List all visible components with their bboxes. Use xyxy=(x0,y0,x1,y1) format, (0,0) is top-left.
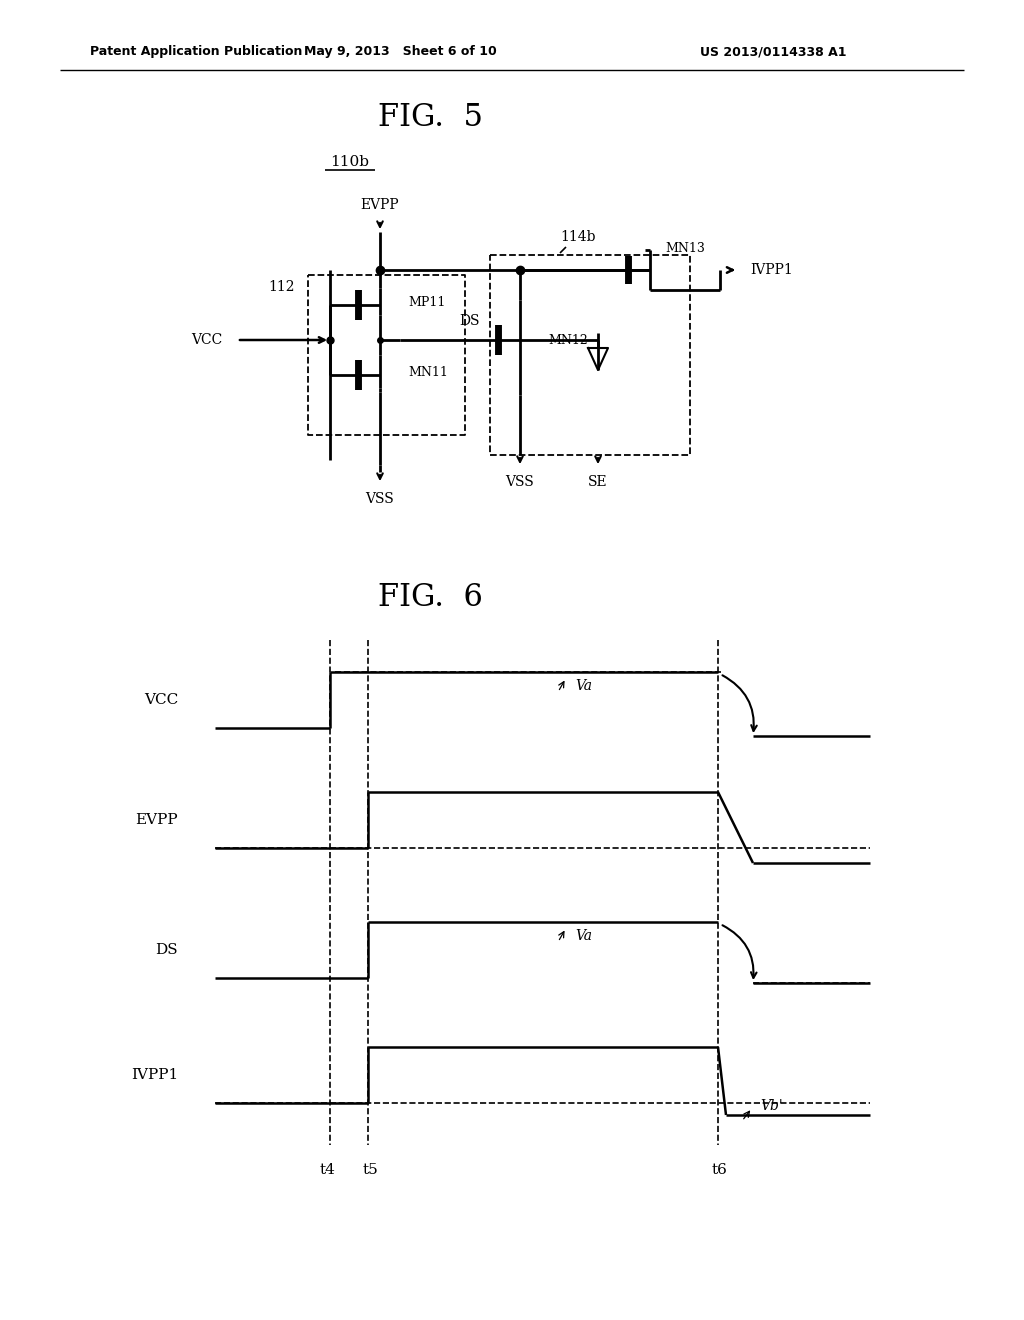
Text: EVPP: EVPP xyxy=(135,813,178,828)
Text: t6: t6 xyxy=(712,1163,728,1177)
Text: VCC: VCC xyxy=(143,693,178,708)
Text: DS: DS xyxy=(460,314,480,327)
Text: Va: Va xyxy=(575,929,592,942)
Text: DS: DS xyxy=(156,942,178,957)
Text: Vb': Vb' xyxy=(760,1100,782,1113)
Text: Va: Va xyxy=(575,678,592,693)
Text: FIG.  5: FIG. 5 xyxy=(378,103,482,133)
Text: Patent Application Publication: Patent Application Publication xyxy=(90,45,302,58)
Text: FIG.  6: FIG. 6 xyxy=(378,582,482,614)
Text: t4: t4 xyxy=(321,1163,336,1177)
Text: EVPP: EVPP xyxy=(360,198,399,213)
Text: MN13: MN13 xyxy=(665,242,705,255)
Text: VSS: VSS xyxy=(366,492,394,506)
Text: 112: 112 xyxy=(268,280,295,294)
Text: MN11: MN11 xyxy=(408,367,447,380)
Text: MN12: MN12 xyxy=(548,334,588,346)
Text: IVPP1: IVPP1 xyxy=(131,1068,178,1082)
Text: 114b: 114b xyxy=(560,230,596,244)
Text: SE: SE xyxy=(588,475,608,488)
Text: VSS: VSS xyxy=(506,475,535,488)
Text: 110b: 110b xyxy=(331,154,370,169)
Text: IVPP1: IVPP1 xyxy=(750,263,793,277)
Text: t5: t5 xyxy=(362,1163,378,1177)
Text: May 9, 2013   Sheet 6 of 10: May 9, 2013 Sheet 6 of 10 xyxy=(304,45,497,58)
Text: MP11: MP11 xyxy=(408,297,445,309)
Text: VCC: VCC xyxy=(190,333,222,347)
Text: US 2013/0114338 A1: US 2013/0114338 A1 xyxy=(700,45,847,58)
